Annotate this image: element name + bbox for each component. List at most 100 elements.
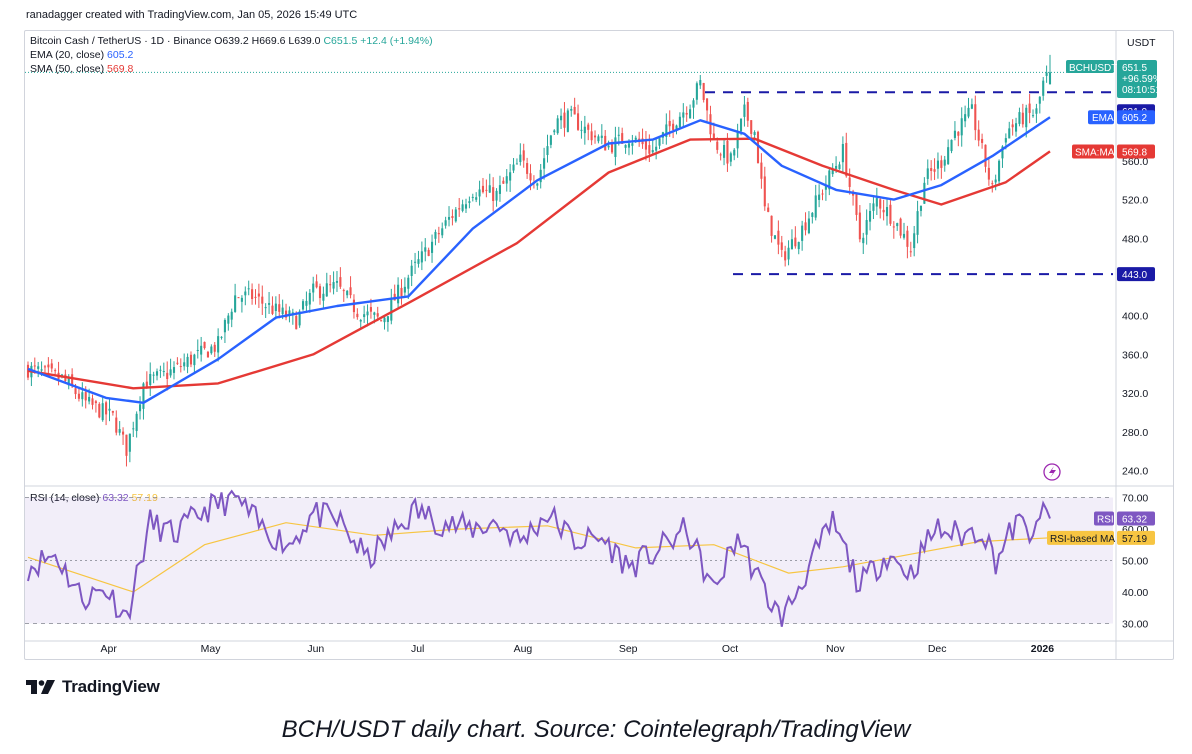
candle-body	[665, 124, 668, 137]
candle-body	[780, 242, 783, 250]
candle-body	[488, 185, 491, 193]
price-axis-label: 360.0	[1122, 349, 1148, 361]
candle-body	[410, 265, 413, 276]
candle-body	[206, 351, 210, 358]
rsi-ma-tag	[1047, 530, 1114, 545]
candle-body	[546, 146, 549, 156]
candle-body	[790, 239, 794, 250]
candle-body	[43, 366, 47, 368]
candle-body	[845, 142, 848, 177]
time-axis-label: May	[201, 643, 222, 655]
candle-body	[689, 109, 692, 119]
candle-body	[47, 364, 50, 368]
candle-body	[288, 310, 291, 315]
candle-body	[607, 145, 610, 148]
candle-body	[549, 135, 552, 145]
candle-body	[468, 201, 471, 203]
candle-body	[560, 115, 563, 121]
candle-body	[240, 297, 243, 302]
candle-body	[210, 346, 213, 354]
candle-body	[739, 118, 743, 132]
candle-body	[33, 365, 36, 367]
candle-body	[750, 120, 753, 134]
candle-body	[699, 80, 702, 86]
candle-body	[254, 296, 257, 298]
candle-body	[444, 220, 447, 226]
candle-body	[67, 378, 70, 386]
candle-body	[614, 137, 617, 157]
rsi-axis-label: 70.00	[1122, 492, 1148, 504]
candle-body	[672, 123, 675, 130]
currency-label: USDT	[1127, 37, 1156, 49]
ema-tag-text: EMA	[1092, 113, 1114, 124]
candle-body	[383, 317, 386, 323]
candle-body	[77, 393, 80, 399]
price-axis-label: 320.0	[1122, 388, 1148, 400]
open-value: O639.2	[214, 35, 249, 47]
chart-svg: 560.0520.0480.0440.0400.0360.0320.0280.0…	[25, 31, 1174, 659]
candle-body	[115, 417, 118, 433]
candle-body	[71, 374, 74, 387]
candle-body	[54, 370, 57, 372]
candle-body	[889, 204, 892, 224]
price-axis-label: 400.0	[1122, 311, 1148, 323]
candle-body	[271, 305, 274, 314]
candle-body	[600, 135, 603, 138]
time-axis-label: Nov	[826, 643, 845, 655]
candle-body	[420, 251, 423, 263]
candle-body	[441, 228, 444, 236]
candle-body	[84, 392, 87, 401]
candle-body	[675, 125, 678, 131]
candle-body	[773, 235, 777, 239]
rsi-tag-text: RSI	[1097, 515, 1114, 526]
candle-body	[98, 403, 101, 418]
candle-body	[515, 163, 518, 165]
support-level-tag	[1117, 267, 1155, 282]
candle-body	[318, 286, 322, 299]
symbol-price-tag-text: BCHUSDT	[1069, 63, 1117, 74]
rsi-axis-label: 30.00	[1122, 619, 1148, 631]
symbol-title: Bitcoin Cash / TetherUS · 1D · Binance	[30, 35, 212, 47]
candle-body	[706, 98, 709, 111]
candle-body	[390, 297, 393, 321]
candle-body	[1011, 124, 1014, 128]
ema-value-tag-text: 605.2	[1122, 113, 1147, 124]
support-level-tag-text: 443.0	[1122, 270, 1147, 281]
price-axis-label: 280.0	[1122, 427, 1148, 439]
candle-body	[590, 131, 593, 141]
candle-body	[722, 144, 726, 158]
candle-body	[257, 293, 260, 297]
candle-body	[1008, 128, 1011, 139]
candle-body	[882, 209, 885, 213]
candle-body	[556, 118, 559, 134]
candle-body	[712, 133, 715, 139]
candle-body	[193, 354, 196, 366]
candle-body	[756, 131, 760, 164]
candle-body	[685, 112, 688, 115]
candle-body	[200, 345, 203, 355]
candle-body	[118, 429, 121, 433]
candle-body	[566, 110, 569, 132]
tradingview-brand: TradingView	[62, 677, 160, 696]
last-price-box	[1117, 60, 1157, 98]
candle-body	[746, 101, 749, 121]
candle-body	[1042, 80, 1045, 96]
candle-body	[522, 150, 525, 161]
candle-body	[1021, 112, 1024, 125]
candle-body	[176, 362, 179, 364]
candle-body	[627, 143, 631, 148]
candle-body	[947, 147, 950, 165]
candle-body	[352, 299, 356, 313]
candle-body	[366, 311, 369, 316]
candle-body	[926, 168, 929, 179]
ema-tag	[1088, 110, 1114, 125]
candle-body	[1004, 138, 1007, 143]
price-axis-label: 560.0	[1122, 156, 1148, 168]
candle-body	[573, 106, 576, 115]
time-axis-label: 2026	[1031, 643, 1055, 655]
candle-body	[831, 169, 834, 175]
candle-body	[1014, 123, 1018, 132]
rsi-value-tag-text: 63.32	[1122, 515, 1147, 526]
candle-body	[529, 173, 532, 181]
close-value: C651.5	[323, 35, 358, 47]
